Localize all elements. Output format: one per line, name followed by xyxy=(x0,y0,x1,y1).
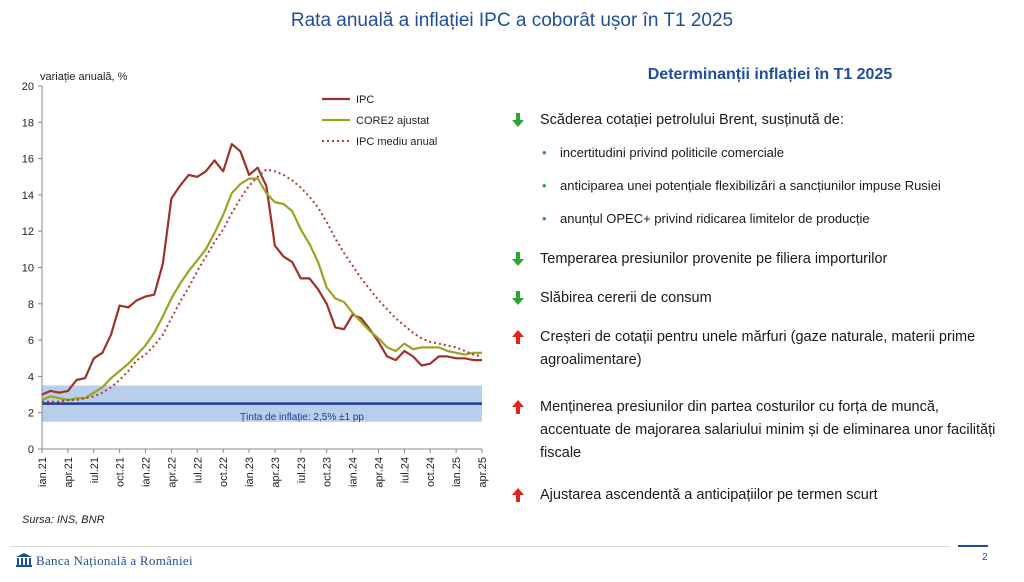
y-tick-label: 4 xyxy=(28,371,34,383)
page-title: Rata anuală a inflației IPC a coborât uș… xyxy=(290,10,734,31)
y-tick-label: 10 xyxy=(22,263,34,275)
legend-label: CORE2 ajustat xyxy=(356,115,429,127)
series-line-ipc xyxy=(41,142,482,396)
x-tick-label: oct.23 xyxy=(322,457,334,487)
bullet-icon: • xyxy=(542,178,547,193)
page-number: 2 xyxy=(982,552,988,563)
determinant-item: Slăbirea cererii de consum xyxy=(540,290,712,306)
target-label: Ținta de inflație: 2,5% ±1 pp xyxy=(240,412,364,423)
arrow-down-icon xyxy=(510,112,530,132)
source-note: Sursa: INS, BNR xyxy=(22,514,105,526)
y-tick-label: 20 xyxy=(22,81,34,93)
arrow-down-icon xyxy=(510,251,530,271)
x-tick-label: oct.24 xyxy=(425,457,437,487)
series-line-core2-ajustat xyxy=(41,177,482,402)
x-tick-label: oct.21 xyxy=(115,457,127,487)
footer-divider xyxy=(10,546,950,547)
legend-label: IPC xyxy=(356,94,374,106)
x-tick-label: iul.22 xyxy=(192,457,204,483)
x-tick-label: apr.24 xyxy=(373,457,385,488)
determinant-item: Temperarea presiunilor provenite pe fili… xyxy=(540,251,888,267)
arrow-up-icon xyxy=(510,329,530,349)
x-tick-label: apr.21 xyxy=(63,457,75,488)
y-tick-label: 0 xyxy=(28,444,34,456)
arrow-up-icon xyxy=(510,487,530,507)
y-tick-label: 18 xyxy=(22,117,34,129)
determinant-item: Creșteri de cotații pentru unele mărfuri… xyxy=(540,329,976,368)
x-tick-label: iul.23 xyxy=(296,457,308,483)
x-tick-label: ian.25 xyxy=(451,457,463,487)
y-tick-label: 16 xyxy=(22,154,34,166)
bank-logo-icon xyxy=(16,553,32,567)
x-tick-label: apr.22 xyxy=(166,457,178,488)
y-tick-label: 6 xyxy=(28,335,34,347)
determinant-item: Menținerea presiunilor din partea costur… xyxy=(540,399,996,461)
y-tick-label: 14 xyxy=(22,190,34,202)
footer-accent xyxy=(958,545,988,547)
y-tick-label: 8 xyxy=(28,299,34,311)
x-axis: ian.21 apr.21 iul.21 oct.21 ian.22 apr.22 iul.… xyxy=(37,448,489,488)
series-lines xyxy=(41,142,483,403)
x-tick-label: apr.23 xyxy=(270,457,282,488)
x-tick-label: ian.24 xyxy=(348,457,360,487)
y-tick-label: 12 xyxy=(22,226,34,238)
legend: IPC CORE2 ajustat IPC mediu anual xyxy=(322,94,437,148)
series-line-ipc-mediu-anual xyxy=(42,168,483,403)
determinant-item: Scăderea cotației petrolului Brent, susț… xyxy=(540,112,844,128)
x-tick-label: oct.22 xyxy=(218,457,230,487)
x-tick-label: iul.24 xyxy=(399,457,411,483)
bullet-icon: • xyxy=(542,211,547,226)
arrow-down-icon xyxy=(510,290,530,310)
x-tick-label: apr.25 xyxy=(477,457,489,488)
x-tick-label: ian.21 xyxy=(37,457,49,487)
determinant-item: Ajustarea ascendentă a anticipațiilor pe… xyxy=(540,487,878,503)
bullet-icon: • xyxy=(542,145,547,160)
determinant-subitem: incertitudini privind politicile comerci… xyxy=(560,145,784,160)
inflation-chart: variație anuală, % Ținta de inflație: 2,… xyxy=(22,71,489,488)
bank-name: Banca Națională a României xyxy=(36,553,193,568)
y-tick-label: 2 xyxy=(28,408,34,420)
x-tick-label: ian.22 xyxy=(141,457,153,487)
x-tick-label: iul.21 xyxy=(89,457,101,483)
target-band-group: Ținta de inflație: 2,5% ±1 pp xyxy=(42,385,482,423)
x-tick-label: ian.23 xyxy=(244,457,256,487)
right-heading: Determinanții inflației în T1 2025 xyxy=(647,66,893,83)
legend-label: IPC mediu anual xyxy=(356,136,437,148)
y-axis-label: variație anuală, % xyxy=(40,71,128,83)
arrow-up-icon xyxy=(510,399,530,419)
determinant-subitem: anticiparea unei potențiale flexibilizăr… xyxy=(560,178,941,193)
y-axis: 0 2 4 6 8 10 12 14 16 18 20 xyxy=(22,81,43,456)
determinant-subitem: anunțul OPEC+ privind ridicarea limitelo… xyxy=(560,211,870,226)
